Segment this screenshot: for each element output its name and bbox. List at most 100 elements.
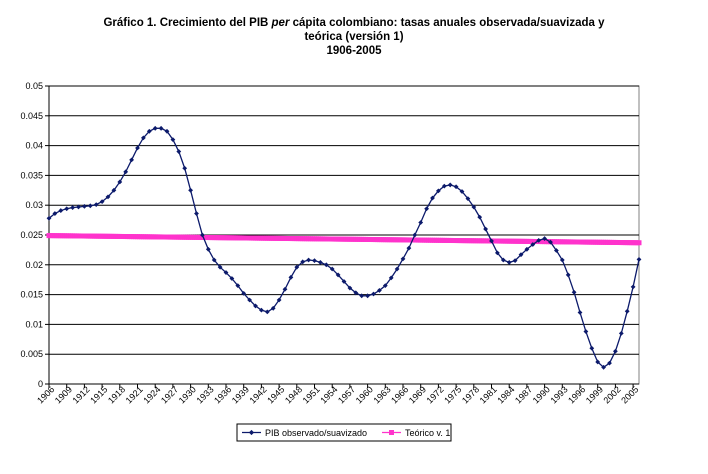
chart-title: Gráfico 1. Crecimiento del PIB per cápit… (0, 16, 708, 58)
pib-point (211, 257, 217, 263)
pib-point (453, 184, 459, 190)
series-pib-observado (46, 125, 642, 370)
pib-point (613, 348, 618, 354)
x-tick-label: 1909 (53, 384, 74, 405)
pib-point (559, 257, 565, 263)
chart-title-line3: 1906-2005 (326, 45, 382, 57)
pib-point (294, 264, 300, 270)
x-tick-label: 1918 (106, 384, 127, 405)
x-tick-label: 1912 (71, 384, 92, 405)
pib-point (117, 179, 123, 185)
pib-point (229, 276, 235, 281)
pib-point (335, 272, 341, 278)
pib-point (400, 256, 406, 262)
pib-point (624, 308, 630, 314)
pib-point (306, 257, 311, 263)
pib-point (52, 211, 58, 216)
pib-point (542, 236, 547, 241)
x-tick-label: 1921 (124, 384, 145, 405)
y-tick-label: 0.01 (25, 319, 43, 329)
pib-point (353, 290, 359, 296)
x-tick-label: 1963 (371, 384, 392, 405)
x-tick-label: 1957 (336, 384, 357, 405)
x-tick-label: 2005 (619, 384, 640, 405)
chart-title-line1: Gráfico 1. Crecimiento del PIB per cápit… (103, 17, 605, 29)
pib-point (436, 188, 441, 194)
pib-point (530, 242, 536, 247)
pib-point (64, 206, 70, 212)
pib-point (630, 284, 636, 290)
y-tick-label: 0.03 (25, 200, 43, 210)
pib-point (595, 359, 601, 365)
pib-point (241, 291, 247, 296)
pib-point (300, 259, 306, 265)
x-tick-label: 1975 (442, 384, 463, 405)
pib-point (93, 202, 99, 208)
pib-point (341, 279, 347, 284)
pib-point (394, 266, 400, 272)
pib-point (152, 125, 158, 131)
pib-point (111, 187, 117, 193)
x-tick-label: 1951 (301, 384, 322, 405)
pib-point (188, 187, 193, 193)
x-tick-label: 1969 (407, 384, 428, 405)
pib-point (247, 297, 252, 303)
y-tick-label: 0.04 (25, 141, 43, 151)
pib-point (217, 264, 223, 270)
x-tick-label: 1954 (318, 384, 339, 405)
x-tick-label: 1945 (265, 384, 286, 405)
pib-point (129, 157, 134, 163)
pib-point (259, 307, 264, 313)
pib-point (548, 239, 553, 245)
pib-point (524, 246, 530, 252)
x-tick-label: 1972 (425, 384, 446, 405)
pib-point (82, 203, 87, 209)
pib-point (554, 248, 559, 253)
x-tick-label: 1996 (566, 384, 587, 405)
pib-point (489, 238, 494, 244)
pib-point (424, 206, 429, 212)
x-tick-label: 1927 (159, 384, 180, 405)
pib-point (441, 183, 447, 189)
x-tick-label: 1999 (584, 384, 605, 405)
pib-point (288, 274, 294, 280)
legend-marker-pib (248, 429, 255, 436)
pib-point (365, 293, 370, 299)
pib-point (194, 211, 199, 216)
x-tick-label: 1930 (177, 384, 198, 405)
pib-point (536, 237, 542, 243)
pib-point (447, 182, 453, 188)
pib-point (506, 260, 512, 265)
pib-point (235, 283, 241, 289)
pib-point (377, 288, 382, 293)
y-tick-label: 0 (38, 379, 43, 389)
pib-point (565, 272, 571, 278)
pib-point (182, 165, 188, 171)
x-tick-label: 1936 (212, 384, 233, 405)
pib-point (123, 169, 129, 175)
pib-point (589, 345, 595, 351)
pib-point (323, 262, 329, 268)
pib-point (500, 257, 506, 263)
series (46, 125, 642, 370)
pib-point (430, 195, 435, 201)
pib-point (459, 189, 465, 194)
pib-point (264, 309, 270, 315)
legend: PIB observado/suavizado Teórico v. 1 (236, 423, 452, 442)
legend-label-teorico: Teórico v. 1 (405, 428, 450, 438)
pib-point (176, 149, 182, 154)
pib-point (70, 205, 75, 210)
x-tick-label: 1915 (88, 384, 109, 405)
pib-point (146, 128, 152, 134)
y-tick-label: 0.05 (25, 81, 43, 91)
x-tick-label: 1924 (141, 384, 162, 405)
pib-point (223, 270, 229, 275)
y-tick-label: 0.045 (20, 111, 43, 121)
x-tick-label: 1966 (389, 384, 410, 405)
pib-point (276, 297, 282, 303)
chart-title-line2: teórica (versión 1) (304, 31, 404, 43)
pib-point (577, 310, 583, 315)
pib-point (483, 226, 488, 232)
x-tick-label: 2002 (602, 384, 623, 405)
